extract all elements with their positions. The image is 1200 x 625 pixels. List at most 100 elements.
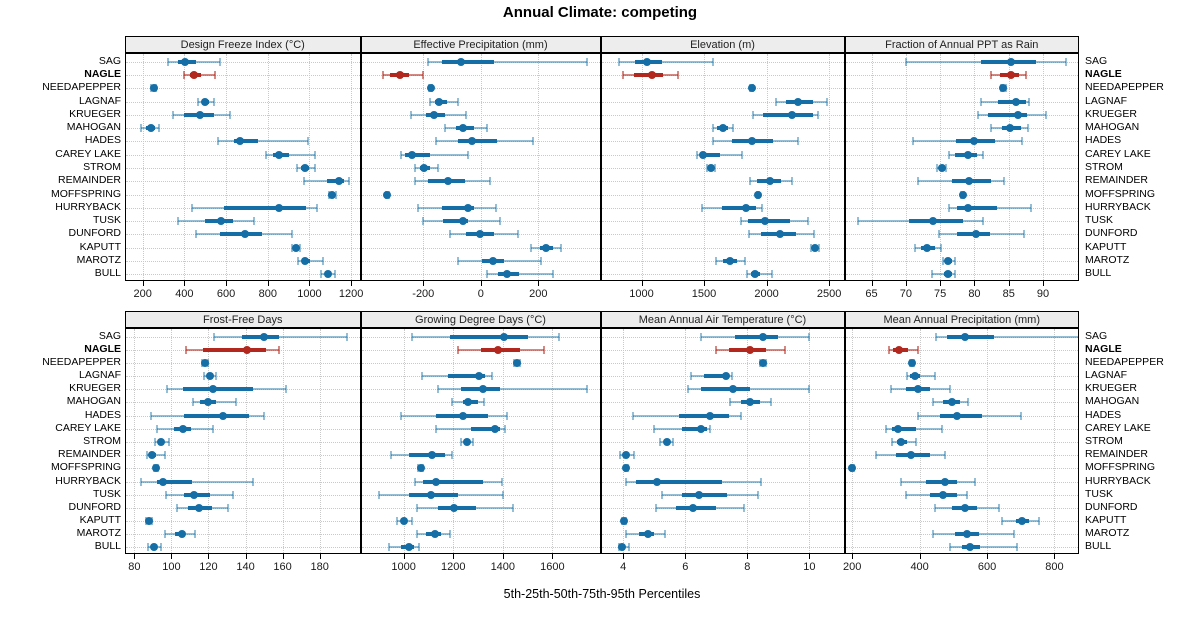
gridline-horizontal: [361, 114, 600, 116]
whisker-cap: [285, 385, 288, 394]
gridline-horizontal: [126, 507, 360, 509]
median-dot: [761, 217, 770, 226]
whisker-cap: [501, 490, 504, 499]
median-dot: [644, 530, 653, 539]
whisker-cap: [163, 451, 166, 460]
whisker-5-95: [214, 335, 348, 338]
median-dot: [811, 243, 820, 252]
whisker-cap: [916, 411, 919, 420]
median-dot: [489, 257, 498, 266]
whisker-cap: [422, 217, 425, 226]
whisker-cap: [825, 97, 828, 106]
axis-tick: [309, 281, 311, 286]
bar-25-75: [184, 413, 250, 418]
gridline-horizontal: [601, 507, 844, 509]
site-label-right: KRUEGER: [1085, 107, 1137, 120]
median-dot: [151, 464, 160, 473]
gridline-horizontal: [601, 221, 844, 223]
median-dot: [699, 150, 708, 159]
panel-strip-title: Fraction of Annual PPT as Rain: [885, 39, 1039, 51]
site-label-left: STROM: [83, 161, 121, 173]
median-dot: [147, 124, 156, 133]
median-dot: [971, 230, 980, 239]
axis-tick-label: 4: [620, 561, 627, 573]
axis-tick: [766, 281, 768, 286]
axis-tick-label: 200: [843, 561, 862, 573]
whisker-cap: [167, 438, 170, 446]
whisker-cap: [315, 203, 318, 212]
whisker-cap: [435, 137, 438, 146]
site-label-left: REMAINDER: [57, 448, 121, 461]
whisker-cap: [390, 451, 393, 460]
axis-tick: [208, 554, 210, 559]
panel-strip: Mean Annual Precipitation (mm): [844, 311, 1079, 328]
whisker-cap: [625, 530, 628, 539]
whisker-cap: [155, 424, 158, 433]
panel-frost-free-days: [125, 328, 361, 554]
median-dot: [940, 477, 949, 486]
axis-tick-label: 600: [216, 288, 236, 300]
gridline-horizontal: [601, 336, 844, 338]
median-dot: [203, 398, 212, 407]
median-dot: [966, 543, 975, 552]
panel-strip-title: Frost-Free Days: [203, 314, 283, 326]
median-dot: [1006, 57, 1015, 66]
whisker-cap: [740, 411, 743, 420]
whisker-cap: [382, 70, 385, 79]
whisker-cap: [943, 451, 946, 460]
median-dot: [907, 358, 916, 367]
axis-tick: [704, 281, 706, 286]
median-dot: [395, 70, 404, 79]
gridline-horizontal: [361, 455, 600, 457]
whisker-cap: [229, 110, 232, 119]
site-label-right: MAHOGAN: [1085, 121, 1140, 134]
whisker-cap: [194, 230, 197, 239]
whisker-cap: [1024, 70, 1027, 79]
whisker-cap: [715, 345, 718, 354]
whisker-cap: [808, 332, 811, 341]
whisker-cap: [158, 124, 161, 133]
whisker-cap: [937, 230, 940, 239]
whisker-cap: [409, 110, 412, 119]
axis-tick: [226, 281, 228, 286]
median-dot: [937, 164, 946, 172]
bar-25-75: [470, 426, 500, 431]
whisker-cap: [1045, 110, 1048, 119]
bar-25-75: [442, 219, 468, 224]
whisker-cap: [709, 424, 712, 433]
axis-tick: [423, 281, 425, 286]
gridline-horizontal: [126, 181, 360, 183]
axis-tick: [905, 281, 907, 286]
axis-tick: [453, 554, 455, 559]
whisker-cap: [530, 243, 533, 252]
site-label-left: HADES: [84, 134, 121, 147]
axis-tick: [940, 281, 942, 286]
whisker-5-95: [140, 480, 253, 483]
whisker-cap: [147, 543, 150, 552]
whisker-cap: [945, 164, 948, 172]
whisker-cap: [490, 372, 493, 381]
median-dot: [961, 503, 970, 512]
gridline-horizontal: [601, 261, 844, 263]
gridline-horizontal: [126, 534, 360, 536]
axis-tick: [747, 554, 749, 559]
whisker-cap: [625, 477, 628, 486]
whisker-cap: [139, 124, 142, 133]
whisker-cap: [459, 438, 462, 446]
gridline-horizontal: [126, 521, 360, 523]
median-dot: [491, 424, 500, 433]
median-dot: [235, 137, 244, 146]
gridline-horizontal: [126, 494, 360, 496]
gridline-horizontal: [845, 247, 1078, 249]
median-dot: [758, 358, 767, 367]
gridline-horizontal: [601, 168, 844, 169]
panel-strip: Effective Precipitation (mm): [360, 36, 601, 53]
whisker-cap: [212, 97, 215, 106]
whisker-cap: [889, 385, 892, 394]
gridline-horizontal: [601, 362, 844, 364]
median-dot: [291, 243, 300, 252]
whisker-cap: [976, 110, 979, 119]
axis-tick-label: 400: [175, 288, 194, 300]
whisker-cap: [139, 477, 142, 486]
